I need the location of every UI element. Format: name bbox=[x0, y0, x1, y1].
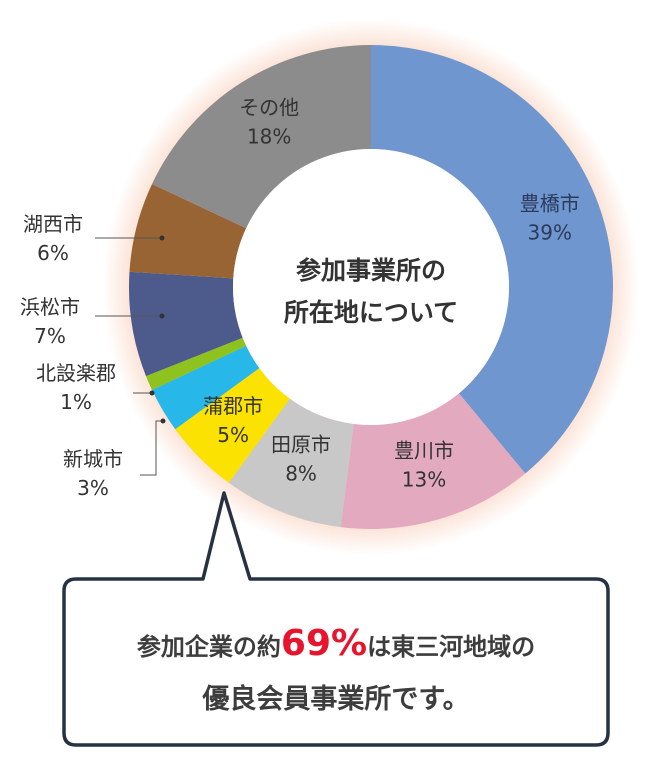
slice-value-label-2: 8% bbox=[285, 462, 317, 486]
slice-0 bbox=[371, 45, 613, 474]
leader-dot-7 bbox=[159, 235, 165, 241]
slice-name-label-0: 豊橋市 bbox=[520, 192, 580, 216]
leader-dot-5 bbox=[149, 390, 155, 396]
slice-7 bbox=[129, 183, 247, 279]
slice-value-label-5: 1% bbox=[60, 390, 92, 414]
callout-line-2: 優良会員事業所です。 bbox=[201, 683, 469, 715]
slice-value-label-7: 6% bbox=[37, 241, 69, 265]
slice-value-label-3: 5% bbox=[217, 423, 249, 447]
slice-value-label-4: 3% bbox=[77, 476, 109, 500]
slice-name-label-2: 田原市 bbox=[271, 433, 331, 457]
slice-2 bbox=[228, 398, 354, 528]
callout-highlight: 69% bbox=[281, 623, 367, 664]
slice-name-label-1: 豊川市 bbox=[394, 438, 454, 462]
slice-value-label-8: 18% bbox=[247, 125, 291, 149]
slice-8 bbox=[152, 45, 371, 229]
chart-title-line-1: 参加事業所の bbox=[296, 256, 446, 285]
slice-name-label-6: 浜松市 bbox=[20, 295, 80, 319]
callout-bubble bbox=[62, 491, 610, 747]
leader-dot-6 bbox=[159, 313, 165, 319]
leader-line-4 bbox=[140, 420, 163, 476]
slice-4 bbox=[152, 345, 260, 430]
callout-line-1: 参加企業の約69%は東三河地域の bbox=[137, 623, 535, 664]
slice-3 bbox=[175, 368, 290, 483]
slice-5 bbox=[145, 337, 247, 391]
slice-value-label-0: 39% bbox=[528, 221, 572, 245]
chart-title-line-2: 所在地について bbox=[284, 298, 458, 327]
slice-1 bbox=[340, 393, 526, 529]
slice-name-label-8: その他 bbox=[239, 96, 299, 120]
slice-name-label-7: 湖西市 bbox=[23, 212, 83, 236]
slice-value-label-1: 13% bbox=[402, 467, 446, 491]
callout-suffix: は東三河地域の bbox=[367, 633, 535, 661]
donut-hole bbox=[233, 149, 509, 425]
slice-value-label-6: 7% bbox=[34, 324, 66, 348]
slice-name-label-5: 北設楽郡 bbox=[36, 361, 116, 385]
callout-prefix: 参加企業の約 bbox=[137, 633, 281, 661]
slice-name-label-3: 蒲郡市 bbox=[203, 394, 263, 418]
slice-name-label-4: 新城市 bbox=[63, 447, 123, 471]
slice-6 bbox=[129, 271, 243, 377]
leader-dot-4 bbox=[160, 418, 166, 424]
